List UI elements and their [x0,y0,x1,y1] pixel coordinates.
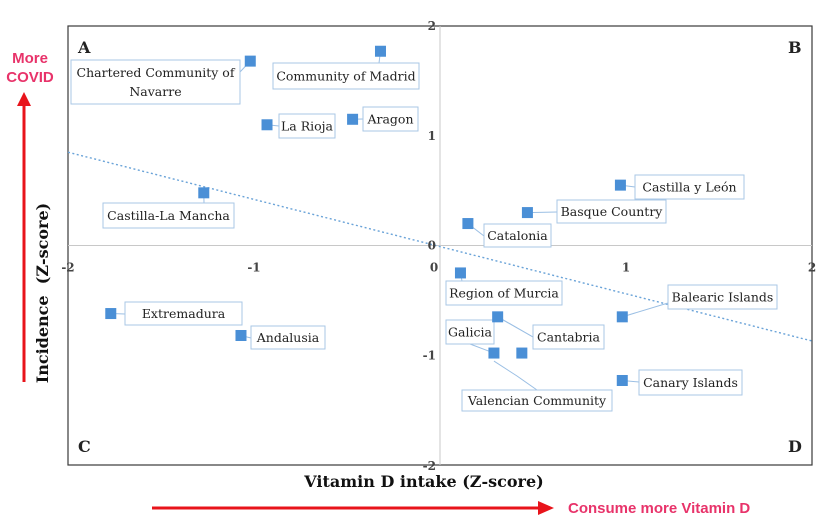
quadrant-label-d: D [788,437,802,456]
data-label: Canary Islands [643,375,738,390]
x-tick-label: -2 [61,261,74,275]
x-tick-labels: -2 -1 0 1 2 [61,261,816,275]
y-tick-label: 0 [428,239,436,253]
data-label-box [272,62,420,90]
y-tick-labels: 2 1 0 -1 -2 [423,19,436,473]
x-axis-title: Vitamin D intake (Z-score) [303,472,543,491]
data-label: Valencian Community [467,393,607,408]
data-label-box [445,280,563,306]
data-point [347,113,359,125]
data-label-box [638,369,743,396]
data-label-box [278,113,336,139]
data-label: Balearic Islands [672,290,774,305]
data-point [198,187,210,199]
data-point [616,311,628,323]
data-point [492,311,504,323]
data-label: Region of Murcia [449,286,559,301]
data-label-box [445,319,495,345]
data-label: Cantabria [537,330,601,345]
data-label: La Rioja [281,119,334,134]
data-label: Basque Country [561,204,664,219]
data-point [374,45,386,57]
quadrant-label-b: B [788,38,802,57]
data-label-box [532,324,605,350]
data-point [614,179,626,191]
data-label-box [483,223,552,248]
data-label-box [461,389,613,412]
data-label-boxes: Chartered Community of Navarre Community o… [70,59,778,412]
data-label: Catalonia [487,228,548,243]
trendline [67,151,813,342]
data-markers [105,45,628,386]
leader-line [493,360,538,391]
data-point [235,329,247,341]
data-label: Castilla y León [642,180,736,195]
leader-line [622,302,669,318]
data-label-box [667,284,778,310]
y-tick-label: -1 [423,348,436,362]
data-point [261,119,273,131]
data-point [454,267,466,279]
data-label: Chartered Community of Navarre [77,65,236,99]
y-tick-label: 1 [428,129,436,143]
data-point [462,218,474,230]
data-label: Andalusia [256,330,320,345]
x-tick-label: -1 [247,261,260,275]
data-label-box [362,106,419,132]
more-covid-arrowhead [17,92,31,106]
data-label-box [124,301,243,326]
y-tick-label: 2 [428,19,436,33]
data-point [105,308,117,320]
data-label-box [250,325,326,350]
vitamin-d-arrowhead [538,501,554,515]
data-point [488,347,500,359]
data-point [521,207,533,219]
x-tick-label: 2 [808,261,816,275]
consume-more-vitamin-d-label: Consume more Vitamin D [568,500,750,517]
quadrant-label-a: A [77,38,91,57]
data-point [244,55,256,67]
data-label-box [556,199,667,224]
data-label: Community of Madrid [276,69,415,84]
data-point [616,374,628,386]
more-covid-label-line1: More [12,50,48,67]
data-label-box [634,174,745,200]
y-tick-label: -2 [423,459,436,473]
y-axis-title: Incidence (Z-score) [33,203,52,384]
leader-line [497,316,534,338]
data-point [516,347,528,359]
data-label-box [70,59,241,105]
data-label: Castilla-La Mancha [107,208,230,223]
data-label: Galicia [448,325,492,340]
more-covid-label-line2: COVID [6,69,54,86]
data-label: Extremadura [142,306,226,321]
quadrant-label-c: C [78,437,91,456]
x-tick-label: 1 [622,261,630,275]
data-label: Aragon [366,112,413,127]
x-tick-label: 0 [430,261,438,275]
data-label-box [102,202,235,229]
